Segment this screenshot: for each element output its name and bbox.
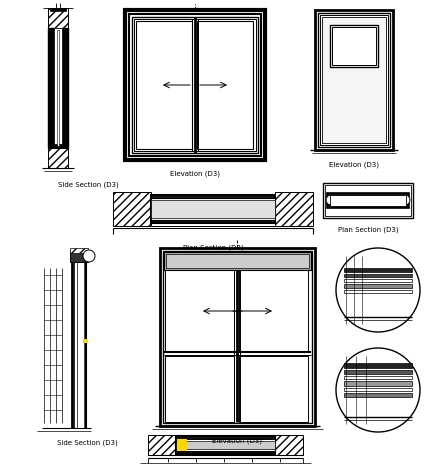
Text: Side Section (D3): Side Section (D3) [58, 181, 119, 188]
Circle shape [83, 250, 95, 262]
Bar [70, 248, 88, 253]
Bar [344, 363, 412, 368]
Bar [344, 376, 412, 379]
Bar [344, 274, 412, 277]
Bar [52, 144, 64, 148]
Bar [239, 356, 308, 422]
Bar [320, 15, 388, 145]
Bar [151, 198, 275, 220]
Bar [125, 10, 265, 160]
Bar [323, 183, 413, 218]
Bar [344, 279, 412, 282]
Bar [151, 200, 275, 218]
Bar [151, 195, 275, 223]
Bar [344, 290, 412, 293]
Bar [177, 439, 187, 451]
Bar [160, 248, 315, 426]
Bar [176, 441, 275, 449]
Bar [48, 148, 68, 168]
Bar [62, 28, 68, 148]
Bar [176, 436, 275, 454]
Bar [322, 17, 386, 143]
Bar [176, 439, 275, 451]
Bar [318, 13, 390, 147]
Bar [330, 195, 406, 206]
Bar [129, 14, 261, 156]
Text: Plan Section (D3): Plan Section (D3) [338, 226, 398, 233]
Circle shape [336, 348, 420, 432]
Bar [148, 435, 176, 455]
Bar [70, 250, 88, 262]
Bar [52, 28, 64, 32]
Bar [83, 339, 88, 343]
Bar [344, 381, 412, 386]
Bar [132, 17, 258, 153]
Bar [315, 10, 393, 150]
Bar [275, 435, 303, 455]
Bar [50, 8, 66, 11]
Bar [332, 27, 376, 65]
Bar [344, 393, 412, 397]
Bar [327, 193, 409, 208]
Bar [275, 192, 313, 226]
Bar [113, 192, 151, 226]
Bar [164, 252, 311, 270]
Bar [165, 356, 234, 422]
Bar [136, 21, 192, 149]
Bar [54, 28, 62, 148]
Bar [197, 21, 253, 149]
Text: Elevation (D3): Elevation (D3) [329, 161, 379, 167]
Bar [325, 185, 411, 216]
Circle shape [400, 195, 410, 205]
Bar [239, 270, 308, 352]
Bar [344, 388, 412, 391]
Bar [344, 284, 412, 288]
Text: Side Section (D3): Side Section (D3) [57, 440, 118, 447]
Bar [57, 30, 59, 146]
Bar [48, 28, 54, 148]
Text: Plan Section (D3): Plan Section (D3) [183, 244, 243, 250]
Bar [163, 251, 312, 423]
Bar [48, 8, 68, 28]
Bar [166, 254, 309, 268]
Bar [344, 370, 412, 374]
Bar [330, 25, 378, 67]
Text: Elevation (D3): Elevation (D3) [212, 438, 262, 445]
Text: Elevation (D3): Elevation (D3) [170, 170, 220, 176]
Bar [165, 270, 234, 352]
Bar [344, 268, 412, 272]
Circle shape [326, 195, 336, 205]
Bar [134, 19, 256, 151]
Circle shape [336, 248, 420, 332]
